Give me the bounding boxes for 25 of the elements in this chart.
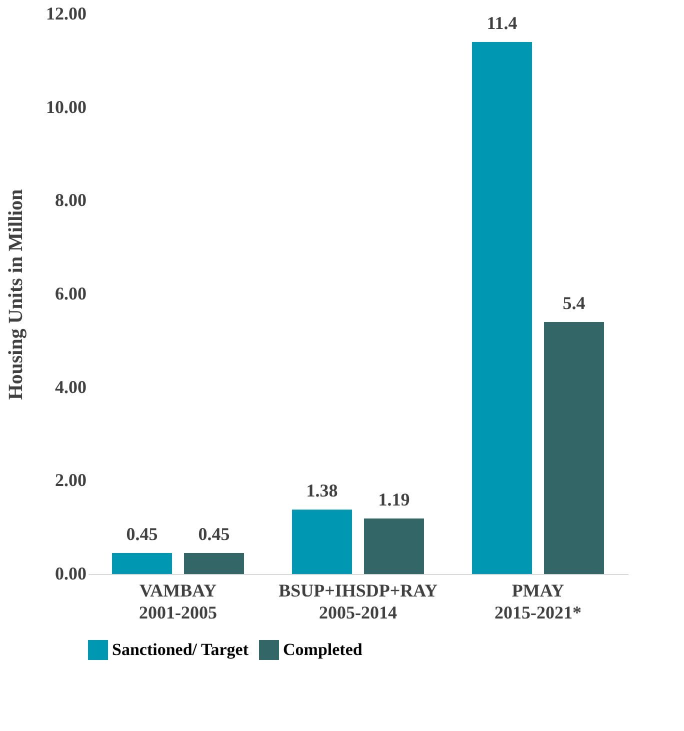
bar: [364, 518, 424, 574]
bar: [472, 42, 532, 574]
x-tick-label: BSUP+IHSDP+RAY 2005-2014: [278, 580, 438, 622]
bar: [292, 510, 352, 574]
data-label: 0.45: [198, 524, 230, 544]
data-label: 1.38: [306, 480, 338, 501]
data-label: 11.4: [486, 13, 518, 33]
bar: [184, 553, 244, 574]
y-axis-title: Housing Units in Million: [5, 189, 27, 400]
y-tick-label: 12.00: [46, 4, 86, 24]
legend-label: Sanctioned/ Target: [112, 640, 249, 659]
y-tick-label: 0.00: [55, 564, 86, 584]
data-label: 5.4: [562, 293, 586, 313]
data-label: 1.19: [378, 489, 410, 510]
data-label: 0.45: [126, 524, 158, 544]
legend-label: Completed: [283, 640, 363, 659]
y-tick-label: 8.00: [55, 190, 86, 210]
bar: [544, 322, 604, 574]
y-tick-label: 4.00: [55, 376, 86, 397]
bar: [112, 553, 172, 574]
y-tick-label: 10.00: [46, 96, 86, 117]
y-tick-label: 6.00: [55, 284, 86, 304]
x-tick-label: VAMBAY 2001-2005: [139, 580, 217, 622]
x-tick-label: PMAY 2015-2021*: [494, 580, 582, 622]
y-tick-label: 2.00: [55, 470, 86, 490]
